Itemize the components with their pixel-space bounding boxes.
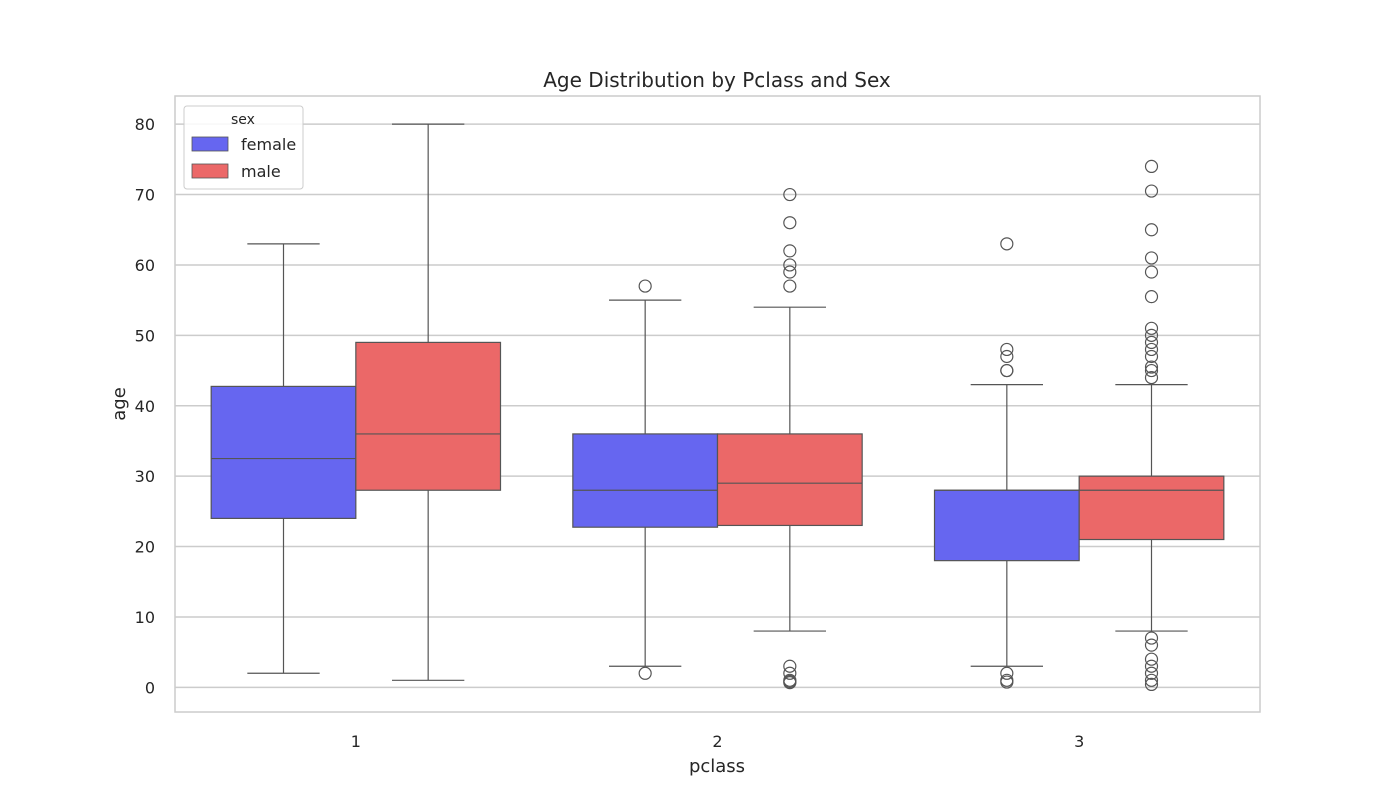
box-male-pclass-3	[1078, 384, 1225, 632]
box-series	[210, 123, 1225, 681]
outlier-point	[1144, 184, 1159, 198]
box-female-pclass-2	[572, 299, 719, 667]
outlier-point	[783, 187, 797, 202]
box-iqr	[1078, 475, 1225, 541]
outlier-point	[783, 216, 797, 230]
outlier-point	[783, 666, 797, 680]
outlier-point	[1144, 349, 1159, 364]
outlier-point	[783, 279, 797, 293]
outlier-point	[1000, 342, 1014, 357]
outlier-point	[1144, 371, 1159, 385]
outlier-point	[1144, 159, 1159, 173]
outlier-point	[638, 279, 652, 293]
box-iqr	[933, 489, 1080, 562]
outlier-point	[638, 666, 652, 680]
plot-area-frame	[174, 95, 1261, 713]
outlier-point	[783, 659, 797, 673]
y-tick-label: 80	[135, 115, 155, 134]
y-axis-ticks: 0 10 20 30 40 50 60 70 80	[135, 115, 155, 697]
box-iqr	[355, 341, 502, 491]
outlier-point	[783, 258, 797, 272]
outlier-point	[1144, 251, 1159, 265]
outlier-point	[783, 244, 797, 258]
x-axis-label: pclass	[689, 756, 745, 777]
x-tick-label: 3	[1074, 732, 1084, 751]
box-female-pclass-1	[210, 243, 357, 674]
box-female-pclass-3	[933, 384, 1080, 667]
outlier-point	[1144, 360, 1159, 374]
y-tick-label: 10	[135, 608, 155, 627]
legend-title: sex	[231, 112, 255, 128]
y-tick-label: 60	[135, 256, 155, 275]
legend-swatch-female	[191, 136, 229, 152]
outlier-point	[1144, 677, 1159, 692]
outlier-point	[1144, 223, 1159, 237]
box-male-pclass-2	[716, 306, 863, 632]
y-axis-label: age	[109, 387, 130, 421]
box-iqr	[716, 433, 863, 527]
outlier-point	[1144, 265, 1159, 279]
outlier-point	[1144, 659, 1159, 673]
y-tick-label: 70	[135, 186, 155, 205]
outlier-point	[1000, 349, 1014, 364]
outlier-point	[1000, 666, 1014, 680]
outlier-point	[1144, 290, 1159, 304]
outlier-point	[1144, 363, 1159, 378]
outlier-point	[783, 265, 797, 279]
x-axis-ticks: 1 2 3	[351, 732, 1085, 751]
outlier-point	[1000, 237, 1014, 251]
x-tick-label: 2	[712, 732, 722, 751]
outlier-point	[1144, 631, 1159, 645]
outlier-point	[1144, 335, 1159, 349]
outlier-point	[1144, 666, 1159, 680]
outlier-point	[783, 673, 797, 687]
y-tick-label: 20	[135, 538, 155, 557]
box-iqr	[572, 433, 719, 528]
outlier-point	[1144, 321, 1159, 335]
y-tick-label: 50	[135, 326, 155, 345]
legend: sex female male	[183, 105, 304, 190]
x-tick-label: 1	[351, 732, 361, 751]
outlier-point	[1144, 328, 1159, 342]
y-tick-label: 40	[135, 397, 155, 416]
outlier-points	[638, 159, 1159, 692]
outlier-point	[1144, 673, 1159, 687]
box-male-pclass-1	[355, 123, 502, 681]
box-iqr	[210, 385, 357, 519]
chart-title: Age Distribution by Pclass and Sex	[543, 68, 891, 92]
legend-label-male: male	[241, 162, 281, 181]
y-tick-label: 0	[145, 678, 155, 697]
outlier-point	[1000, 673, 1014, 687]
outlier-point	[1144, 342, 1159, 357]
y-tick-label: 30	[135, 467, 155, 486]
legend-swatch-male	[191, 163, 229, 179]
outlier-point	[1144, 652, 1159, 666]
outlier-point	[1000, 363, 1014, 378]
outlier-point	[1144, 638, 1159, 652]
legend-label-female: female	[241, 135, 296, 154]
